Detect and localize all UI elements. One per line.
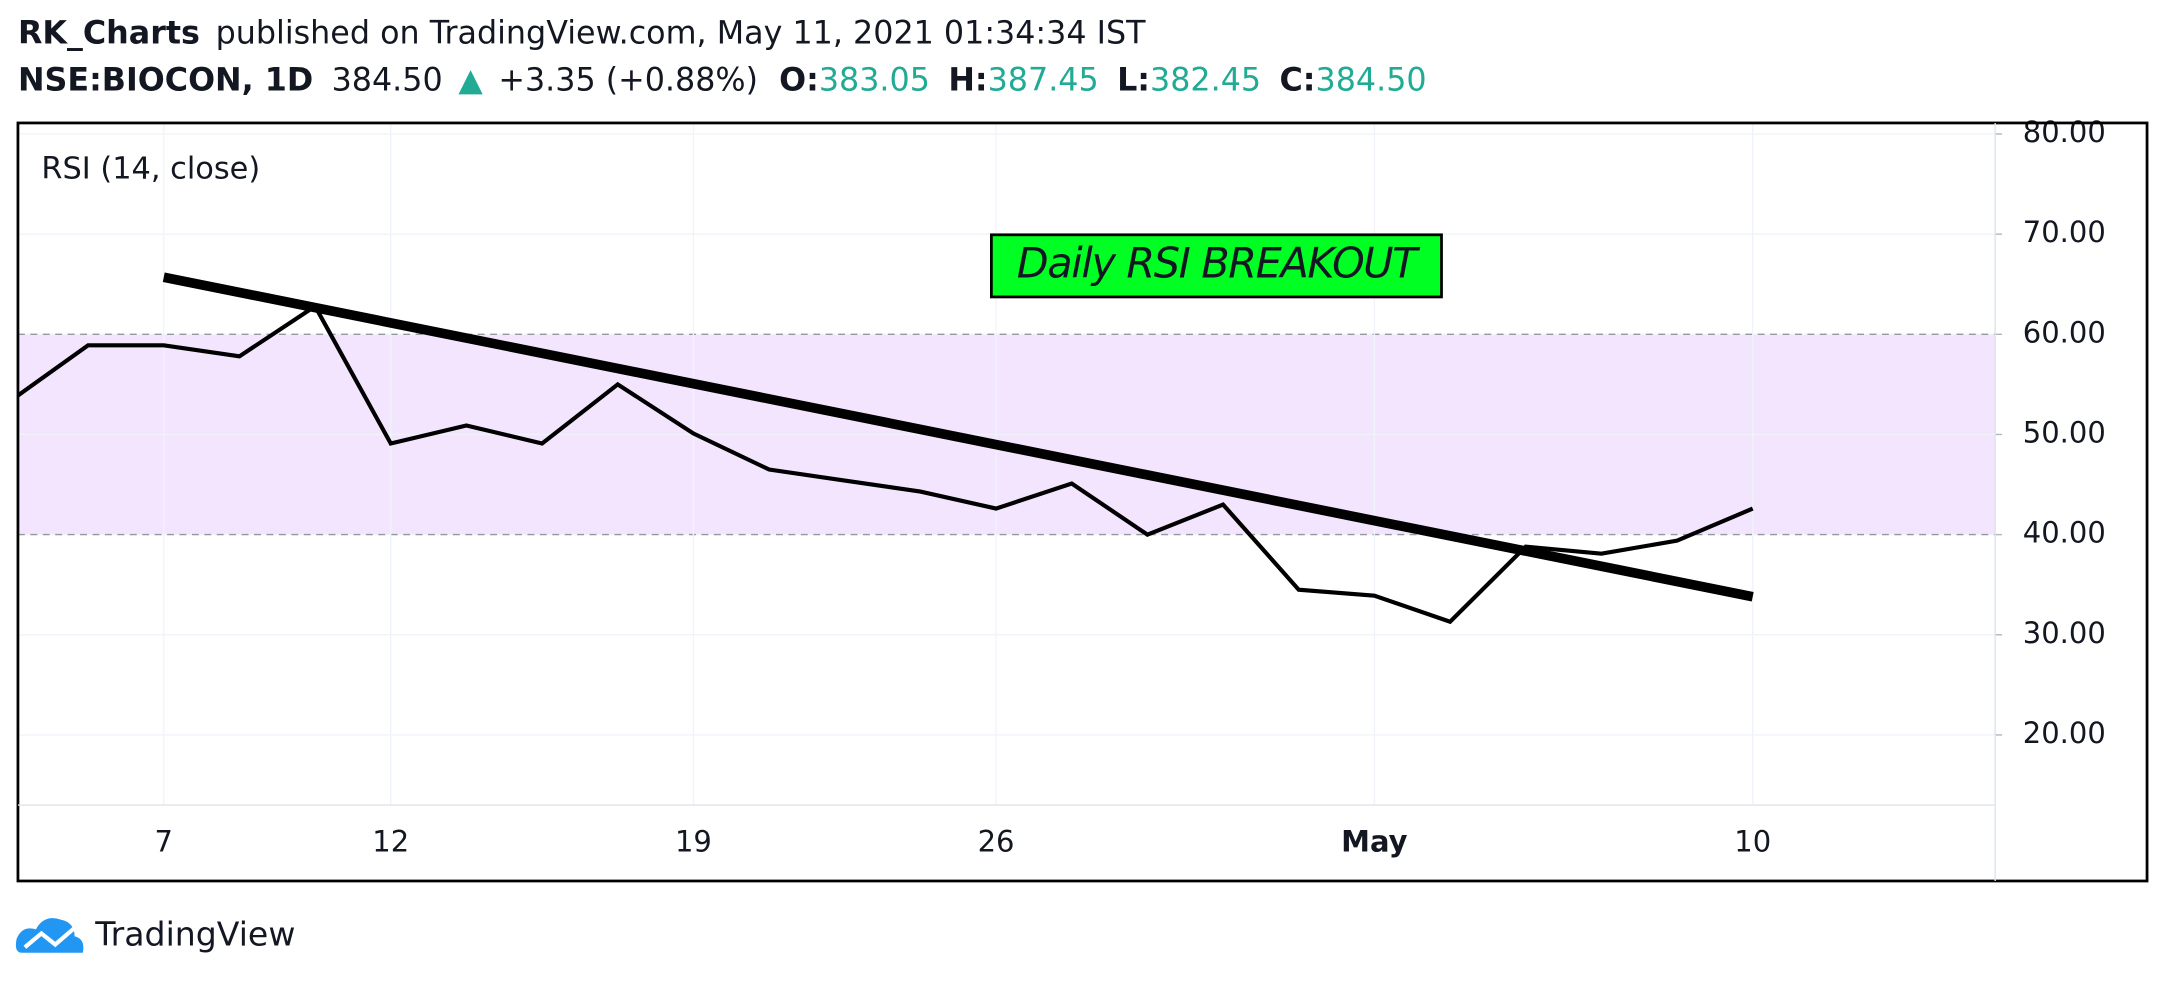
ohlc-label: H: xyxy=(948,63,987,99)
change-arrow: ▲ xyxy=(458,63,483,99)
y-tick-label: 60.00 xyxy=(2023,315,2106,349)
rsi-line xyxy=(17,303,1754,625)
brand: TradingView xyxy=(94,915,295,954)
published: published on TradingView.com, May 11, 20… xyxy=(216,16,1147,52)
y-tick-label: 50.00 xyxy=(2023,415,2106,449)
symbol: NSE:BIOCON, 1D xyxy=(18,63,313,99)
x-tick-label: 19 xyxy=(675,825,712,859)
x-tick-label: May xyxy=(1341,825,1408,859)
author: RK_Charts xyxy=(18,16,200,52)
price: 384.50 xyxy=(332,63,443,99)
ohlc-value: 382.45 xyxy=(1150,63,1261,99)
annotation-text: Daily RSI BREAKOUT xyxy=(1017,240,1420,288)
x-tick-label: 26 xyxy=(978,825,1015,859)
logo-line xyxy=(23,926,76,949)
annotation-box xyxy=(989,233,1443,299)
ohlc-label: L: xyxy=(1117,63,1150,99)
ohlc-label: C: xyxy=(1280,63,1316,99)
x-tick-label: 7 xyxy=(155,825,173,859)
x-tick-label: 10 xyxy=(1734,825,1771,859)
ohlc-value: 387.45 xyxy=(988,63,1099,99)
ohlc-value: 384.50 xyxy=(1316,63,1427,99)
logo-cloud xyxy=(15,918,84,953)
chart-frame xyxy=(16,121,2149,883)
ohlc-label: O: xyxy=(779,63,819,99)
ohlc-value: 383.05 xyxy=(819,63,930,99)
y-tick-label: 40.00 xyxy=(2023,516,2106,550)
trendline xyxy=(162,272,1754,602)
x-tick-label: 12 xyxy=(372,825,409,859)
quote-line: NSE:BIOCON, 1D 384.50 ▲ +3.35 (+0.88%) O… xyxy=(18,63,1427,99)
logo xyxy=(15,918,84,953)
y-tick-label: 30.00 xyxy=(2023,616,2106,650)
y-tick-label: 70.00 xyxy=(2023,215,2106,249)
publish-line: RK_Charts published on TradingView.com, … xyxy=(18,16,1146,52)
y-tick-label: 80.00 xyxy=(2023,115,2106,149)
legend-label: RSI (14, close) xyxy=(41,151,260,186)
y-tick-label: 20.00 xyxy=(2023,716,2106,750)
change: +3.35 (+0.88%) xyxy=(498,63,758,99)
plot: 20.00 30.00 40.00 50.00 60.00 70.00 80.00 7 12 19… xyxy=(17,115,2106,859)
